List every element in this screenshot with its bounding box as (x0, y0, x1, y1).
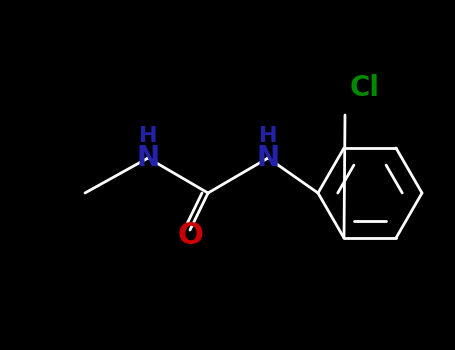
Text: N: N (257, 144, 279, 172)
Text: H: H (139, 126, 157, 146)
Text: N: N (136, 144, 160, 172)
Text: Cl: Cl (350, 74, 380, 102)
Text: H: H (259, 126, 277, 146)
Text: O: O (177, 220, 203, 250)
